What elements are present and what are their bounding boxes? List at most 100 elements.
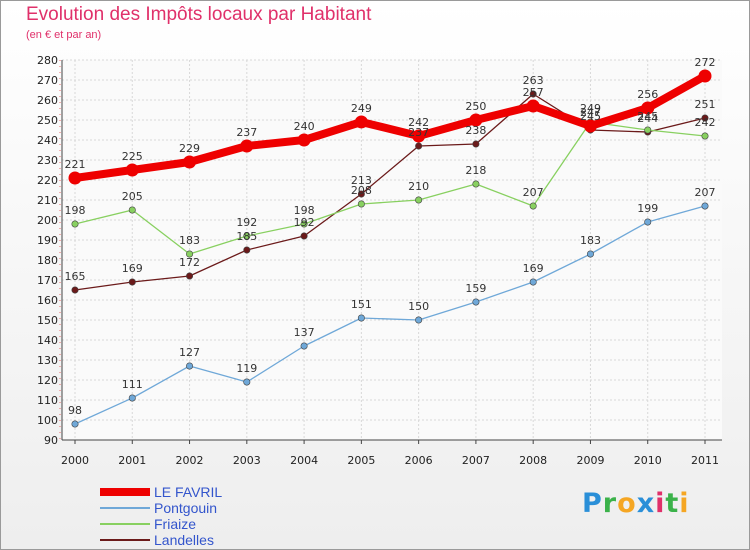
data-label-friaize: 192 [236,216,257,229]
data-point-friaize [472,180,480,188]
x-tick-label: 2007 [462,454,490,467]
y-tick-label: 150 [37,314,58,327]
data-point-friaize [128,206,136,214]
data-point-pontgouin [186,362,194,370]
data-point-le-favril [641,101,655,115]
data-point-landelles [243,246,251,254]
data-point-landelles [701,114,709,122]
y-tick-label: 250 [37,114,58,127]
data-label-pontgouin: 137 [294,326,315,339]
data-point-pontgouin [71,420,79,428]
data-point-le-favril [698,69,712,83]
data-label-landelles: 169 [122,262,143,275]
y-tick-label: 230 [37,154,58,167]
data-label-landelles: 192 [294,216,315,229]
data-point-friaize [357,200,365,208]
y-tick-label: 160 [37,294,58,307]
data-label-friaize: 208 [351,184,372,197]
y-tick-label: 200 [37,214,58,227]
y-tick-label: 190 [37,234,58,247]
data-label-landelles: 185 [236,230,257,243]
legend-item: Pontgouin [100,500,222,516]
data-label-friaize: 198 [65,204,86,217]
data-point-le-favril [125,163,139,177]
data-label-friaize: 242 [695,116,716,129]
data-label-friaize: 207 [523,186,544,199]
data-label-le-favril: 250 [465,100,486,113]
data-point-landelles [357,190,365,198]
y-tick-label: 130 [37,354,58,367]
data-label-friaize: 210 [408,180,429,193]
logo-letter: i [655,488,666,519]
data-point-pontgouin [243,378,251,386]
legend-swatch [100,523,150,525]
data-label-friaize: 205 [122,190,143,203]
data-point-landelles [472,140,480,148]
data-label-friaize: 198 [294,204,315,217]
y-tick-label: 140 [37,334,58,347]
y-tick-label: 240 [37,134,58,147]
data-point-friaize [71,220,79,228]
data-point-landelles [128,278,136,286]
legend-label: LE FAVRIL [154,484,223,500]
y-tick-label: 110 [37,394,58,407]
data-label-le-favril: 242 [408,116,429,129]
y-tick-label: 180 [37,254,58,267]
data-label-landelles: 238 [465,124,486,137]
data-label-le-favril: 229 [179,142,200,155]
data-label-friaize: 249 [580,102,601,115]
data-point-pontgouin [300,342,308,350]
data-point-le-favril [240,139,254,153]
data-label-pontgouin: 111 [122,378,143,391]
data-label-pontgouin: 150 [408,300,429,313]
data-point-friaize [186,250,194,258]
y-tick-label: 270 [37,74,58,87]
legend-swatch [100,539,150,541]
y-tick-label: 260 [37,94,58,107]
logo-letter: t [665,488,680,519]
series-lines [68,69,712,428]
data-label-pontgouin: 159 [465,282,486,295]
data-point-landelles [186,272,194,280]
legend-item: LE FAVRIL [100,484,222,500]
legend: LE FAVRIL Pontgouin Friaize Landelles [100,484,222,548]
data-label-le-favril: 247 [580,106,601,119]
data-point-landelles [415,142,423,150]
legend-item: Landelles [100,532,222,548]
legend-label: Pontgouin [154,500,218,516]
x-tick-label: 2006 [405,454,433,467]
y-tick-label: 100 [37,414,58,427]
data-point-le-favril [354,115,368,129]
data-point-pontgouin [128,394,136,402]
data-point-pontgouin [357,314,365,322]
proxiti-logo: Proxiti [582,488,690,519]
data-point-friaize [415,196,423,204]
data-point-le-favril [583,119,597,133]
data-label-landelles: 237 [408,126,429,139]
logo-letter: i [679,488,690,519]
data-label-le-favril: 225 [122,150,143,163]
data-point-pontgouin [644,218,652,226]
data-point-pontgouin [701,202,709,210]
data-point-landelles [300,232,308,240]
data-label-landelles: 245 [580,110,601,123]
data-label-landelles: 263 [523,74,544,87]
legend-label: Landelles [154,532,214,548]
data-point-le-favril [183,155,197,169]
x-tick-label: 2002 [176,454,204,467]
data-label-le-favril: 237 [236,126,257,139]
data-point-landelles [71,286,79,294]
axes: 90 100 110 120 130 140 150 160 170 180 190 200 210 22… [37,54,722,467]
data-label-le-favril: 256 [637,88,658,101]
legend-label: Friaize [154,516,197,532]
series-line-landelles [74,93,706,291]
x-tick-label: 2010 [634,454,662,467]
logo-letter: x [636,488,656,519]
data-label-landelles: 165 [65,270,86,283]
y-tick-label: 90 [44,434,58,447]
x-tick-label: 2001 [118,454,146,467]
data-label-friaize: 183 [179,234,200,247]
y-tick-label: 170 [37,274,58,287]
data-point-friaize [644,126,652,134]
